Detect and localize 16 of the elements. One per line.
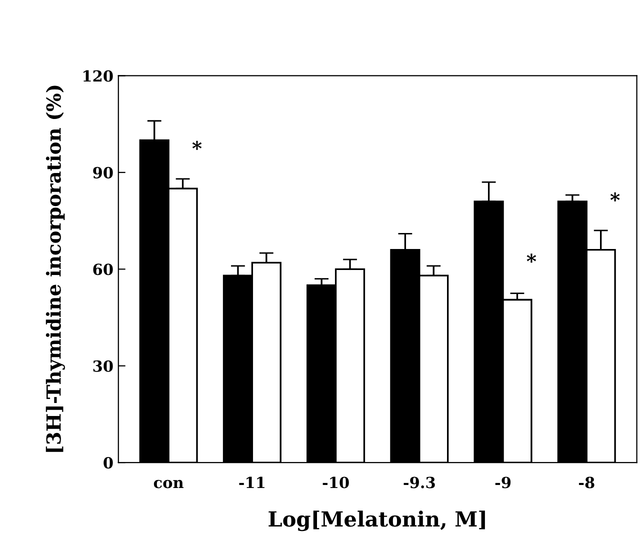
x-tick-label: -9.3 [404, 476, 435, 488]
annotation: * [526, 254, 536, 263]
x-tick-label: -8 [578, 476, 594, 488]
y-tick-label: 30 [93, 360, 113, 372]
x-tick-label: -9 [495, 476, 511, 488]
annotation: * [192, 140, 202, 150]
y-tick-label: 120 [84, 70, 113, 82]
y-tick-label: 0 [104, 457, 113, 469]
annotation: * [610, 192, 620, 202]
x-tick-label: -10 [322, 476, 349, 488]
x-tick-label: con [154, 480, 184, 488]
y-tick-label: 60 [93, 264, 113, 276]
y-tick-label: 90 [93, 166, 113, 178]
x-tick-label: -11 [239, 476, 264, 488]
y-axis-title: [3H]-Thymidine incorporation (%) [46, 86, 65, 452]
x-axis-title: Log[Melatonin, M] [268, 510, 485, 532]
